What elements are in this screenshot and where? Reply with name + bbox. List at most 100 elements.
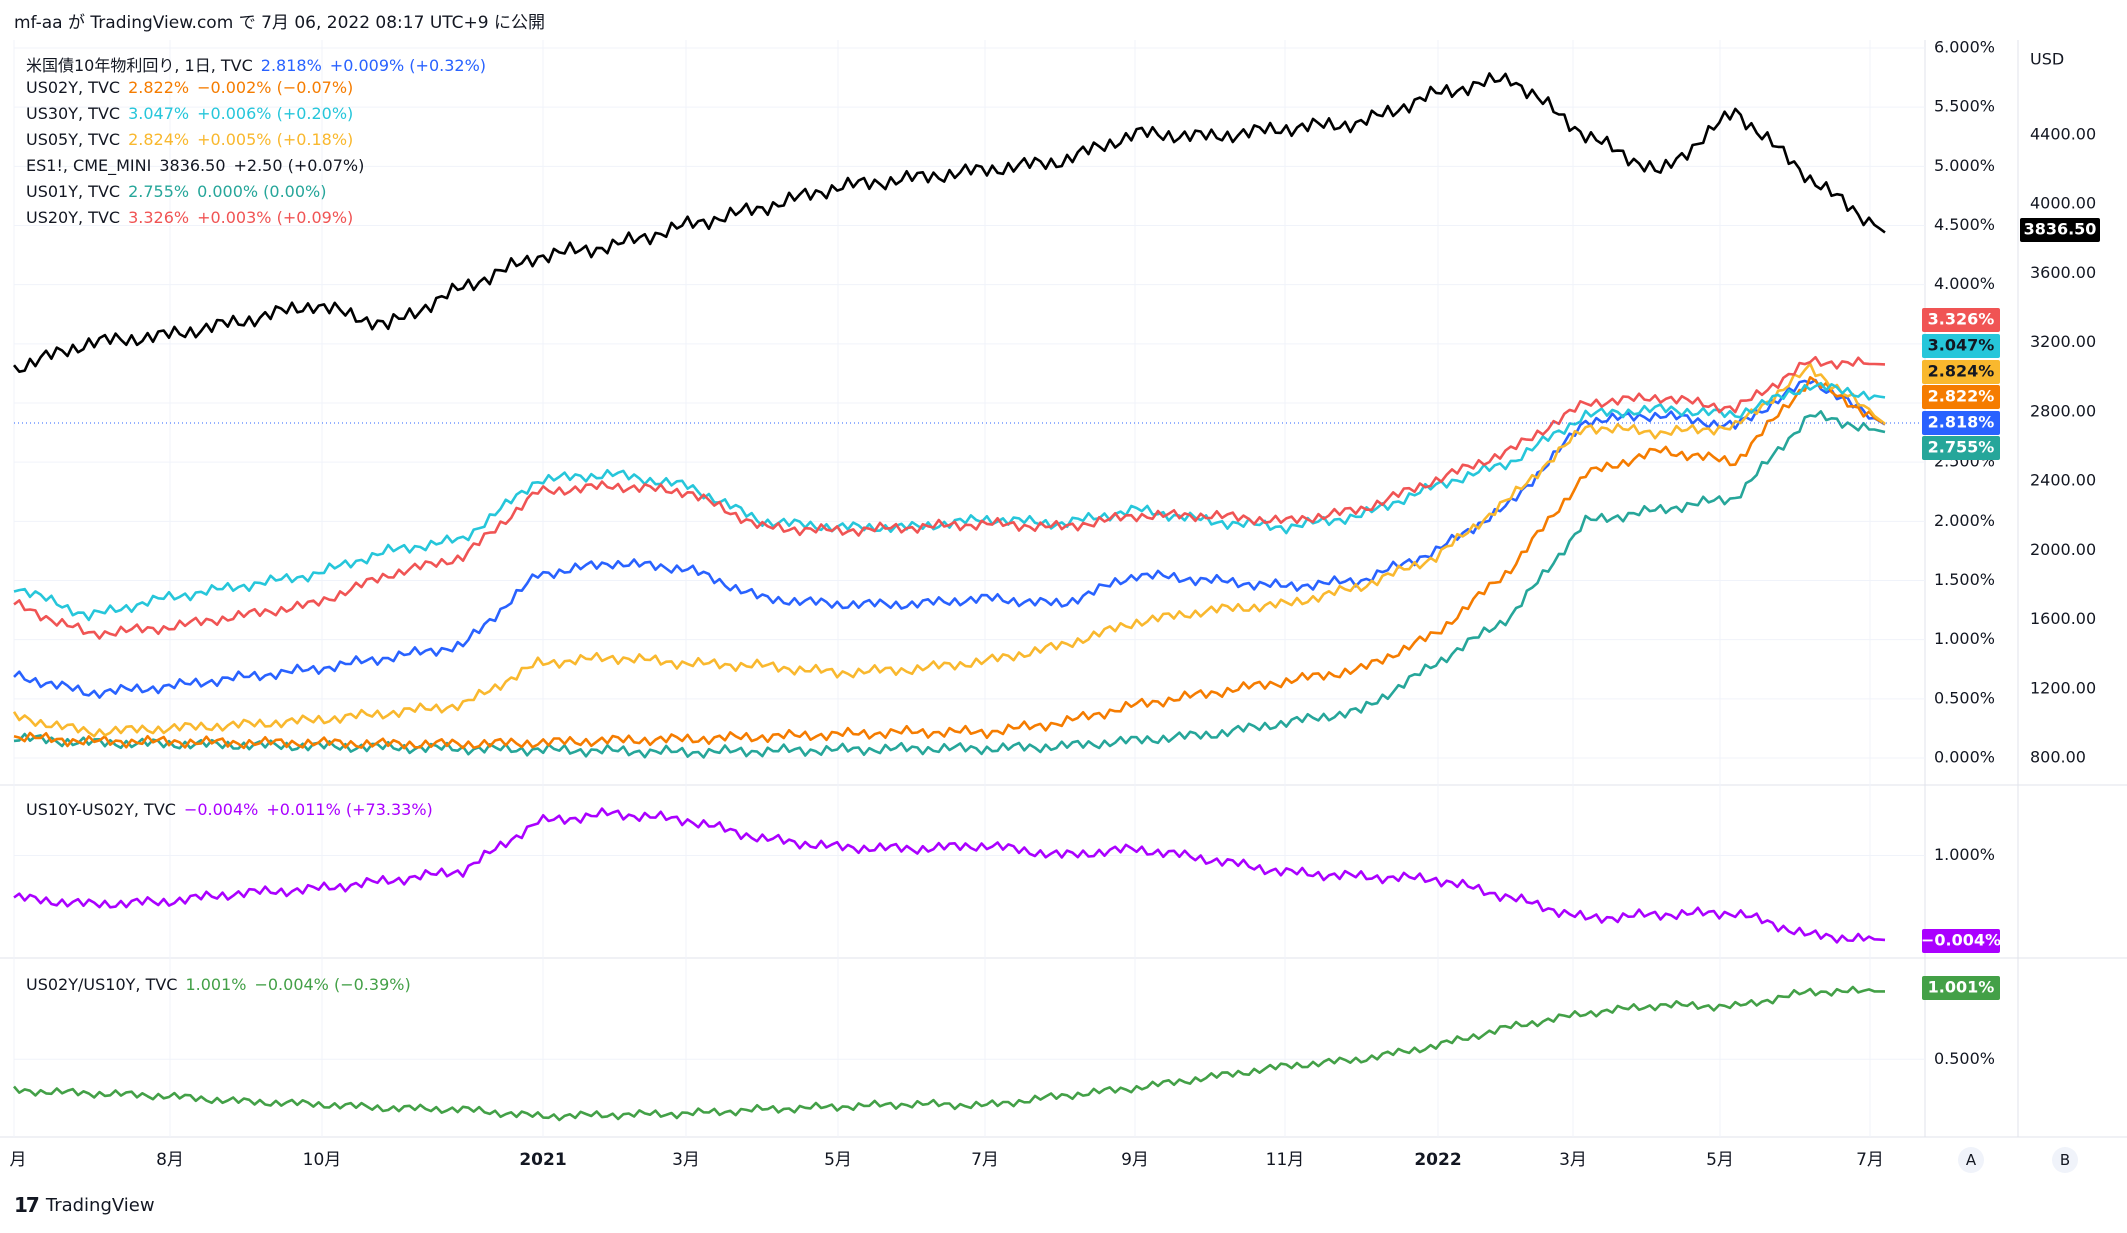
price-tick-label: 3200.00 (2030, 332, 2096, 351)
x-tick-label: 3月 (672, 1150, 700, 1170)
yield-tick-label: 0.500% (1934, 688, 1995, 707)
legend-row[interactable]: US05Y, TVC 2.824% +0.005% (+0.18%) (26, 130, 361, 149)
published-label: に公開 (493, 13, 545, 33)
legend-row[interactable]: US02Y, TVC 2.822% −0.002% (−0.07%) (26, 78, 361, 97)
legend-series-value: 3836.50 (159, 156, 226, 175)
price-tick-label: 4400.00 (2030, 125, 2096, 144)
spread-tick-label: 1.000% (1934, 845, 1995, 864)
publish-date: 7月 06, 2022 08:17 UTC+9 (261, 13, 489, 33)
price-tick-label: 2400.00 (2030, 471, 2096, 490)
yield-tick-label: 6.000% (1934, 38, 1995, 57)
legend-series-change: −0.004% (−0.39%) (254, 975, 411, 994)
price-tick-label: 3600.00 (2030, 263, 2096, 282)
x-tick-label: 9月 (1121, 1150, 1149, 1170)
legend-series-name: US05Y, TVC (26, 130, 121, 149)
x-tick-label: 7月 (1856, 1150, 1884, 1170)
x-tick-label: 11月 (1266, 1150, 1305, 1170)
last-value-badge (1922, 334, 2000, 358)
ratio-tick-label: 0.500% (1934, 1049, 1995, 1068)
series-line-us30y[interactable] (13, 381, 1886, 622)
series-line-ratio[interactable] (13, 985, 1885, 1122)
last-value-badge (1922, 436, 2000, 460)
legend-row[interactable]: ES1!, CME_MINI 3836.50 +2.50 (+0.07%) (26, 156, 372, 175)
legend-series-change: +0.006% (+0.20%) (197, 104, 354, 123)
publisher-name[interactable]: mf-aa (14, 13, 63, 33)
yield-tick-label: 0.000% (1934, 748, 1995, 767)
last-value-label: 3.047% (1928, 336, 1995, 355)
legend-series-value: −0.004% (183, 800, 259, 819)
legend-row[interactable]: US20Y, TVC 3.326% +0.003% (+0.09%) (26, 208, 361, 227)
site-name[interactable]: TradingView.com (90, 13, 234, 33)
spread-last-badge (1922, 929, 2000, 953)
series-line-es1[interactable] (12, 72, 1886, 373)
header-particle-2: で (238, 13, 256, 33)
footer: 𝟭𝟳 TradingView (14, 1193, 155, 1217)
legend-series-change: +0.011% (+73.33%) (266, 800, 433, 819)
legend-series-name: ES1!, CME_MINI (26, 156, 152, 175)
legend-series-value: 2.818% (260, 56, 322, 75)
yield-tick-label: 1.500% (1934, 570, 1995, 589)
legend-series-change: +0.005% (+0.18%) (197, 130, 354, 149)
last-value-badge (1922, 308, 2000, 332)
x-tick-label: 8月 (156, 1150, 184, 1170)
log-scale-button[interactable]: B (2052, 1147, 2078, 1173)
legend-series-change: +0.003% (+0.09%) (197, 208, 354, 227)
ratio-last-badge (1922, 976, 2000, 1000)
x-tick-label: 5月 (1706, 1150, 1734, 1170)
publish-header: mf-aa が TradingView.com で 7月 06, 2022 08… (14, 8, 545, 33)
legend-series-value: 3.047% (128, 104, 190, 123)
ratio-last-label: 1.001% (1928, 978, 1995, 997)
legend-series-value: 2.824% (128, 130, 190, 149)
yield-tick-label: 2.000% (1934, 511, 1995, 530)
x-tick-label: 月 (10, 1150, 27, 1170)
footer-brand[interactable]: TradingView (45, 1194, 155, 1216)
legend-series-name: US02Y/US10Y, TVC (26, 975, 178, 994)
last-value-label: 2.824% (1928, 362, 1995, 381)
legend-series-change: −0.002% (−0.07%) (197, 78, 354, 97)
auto-scale-button[interactable]: A (1958, 1147, 1984, 1173)
legend-row-spread[interactable]: US10Y-US02Y, TVC −0.004% +0.011% (+73.33%) (26, 800, 441, 819)
legend-series-name: US10Y-US02Y, TVC (26, 800, 176, 819)
price-tick-label: 1200.00 (2030, 678, 2096, 697)
price-tick-label: 2000.00 (2030, 540, 2096, 559)
yield-tick-label: 4.000% (1934, 274, 1995, 293)
series-line-us20y[interactable] (13, 355, 1886, 640)
last-value-badge (1922, 385, 2000, 409)
x-tick-label: 5月 (824, 1150, 852, 1170)
series-line-us02y[interactable] (13, 376, 1886, 750)
last-value-label: 2.818% (1928, 413, 1995, 432)
price-tick-label: 4000.00 (2030, 194, 2096, 213)
yield-tick-label: 1.000% (1934, 629, 1995, 648)
last-value-badge (1922, 411, 2000, 435)
legend-series-value: 2.755% (128, 182, 190, 201)
yield-tick-label: 4.500% (1934, 215, 1995, 234)
legend-series-value: 3.326% (128, 208, 190, 227)
yield-tick-label: 5.500% (1934, 97, 1995, 116)
legend-series-name: US30Y, TVC (26, 104, 121, 123)
legend-series-name: US01Y, TVC (26, 182, 121, 201)
legend-row[interactable]: US01Y, TVC 2.755% 0.000% (0.00%) (26, 182, 334, 201)
yield-tick-label: 5.000% (1934, 156, 1995, 175)
price-tick-label: 800.00 (2030, 748, 2086, 767)
header-particle: が (68, 13, 85, 33)
series-line-spread[interactable] (13, 807, 1886, 944)
series-line-us01y[interactable] (13, 410, 1886, 759)
price-axis-unit: USD (2030, 50, 2064, 69)
legend-row[interactable]: US30Y, TVC 3.047% +0.006% (+0.20%) (26, 104, 361, 123)
last-value-badge (2020, 218, 2100, 242)
legend-row[interactable]: 米国債10年物利回り, 1日, TVC 2.818% +0.009% (+0.32%… (26, 52, 494, 76)
x-tick-label: 2021 (519, 1150, 566, 1170)
series-line-us05y[interactable] (12, 362, 1886, 738)
x-tick-label: 7月 (971, 1150, 999, 1170)
x-tick-label: 2022 (1414, 1150, 1461, 1170)
legend-series-name: US02Y, TVC (26, 78, 121, 97)
legend-row-ratio[interactable]: US02Y/US10Y, TVC 1.001% −0.004% (−0.39%) (26, 975, 419, 994)
legend-series-change: +2.50 (+0.07%) (233, 156, 365, 175)
x-tick-label: 3月 (1559, 1150, 1587, 1170)
tradingview-logo-icon[interactable]: 𝟭𝟳 (14, 1193, 40, 1217)
legend-series-value: 1.001% (185, 975, 247, 994)
price-tick-label: 2800.00 (2030, 401, 2096, 420)
legend-series-name: 米国債10年物利回り, 1日, TVC (26, 56, 253, 75)
legend-series-change: +0.009% (+0.32%) (329, 56, 487, 75)
